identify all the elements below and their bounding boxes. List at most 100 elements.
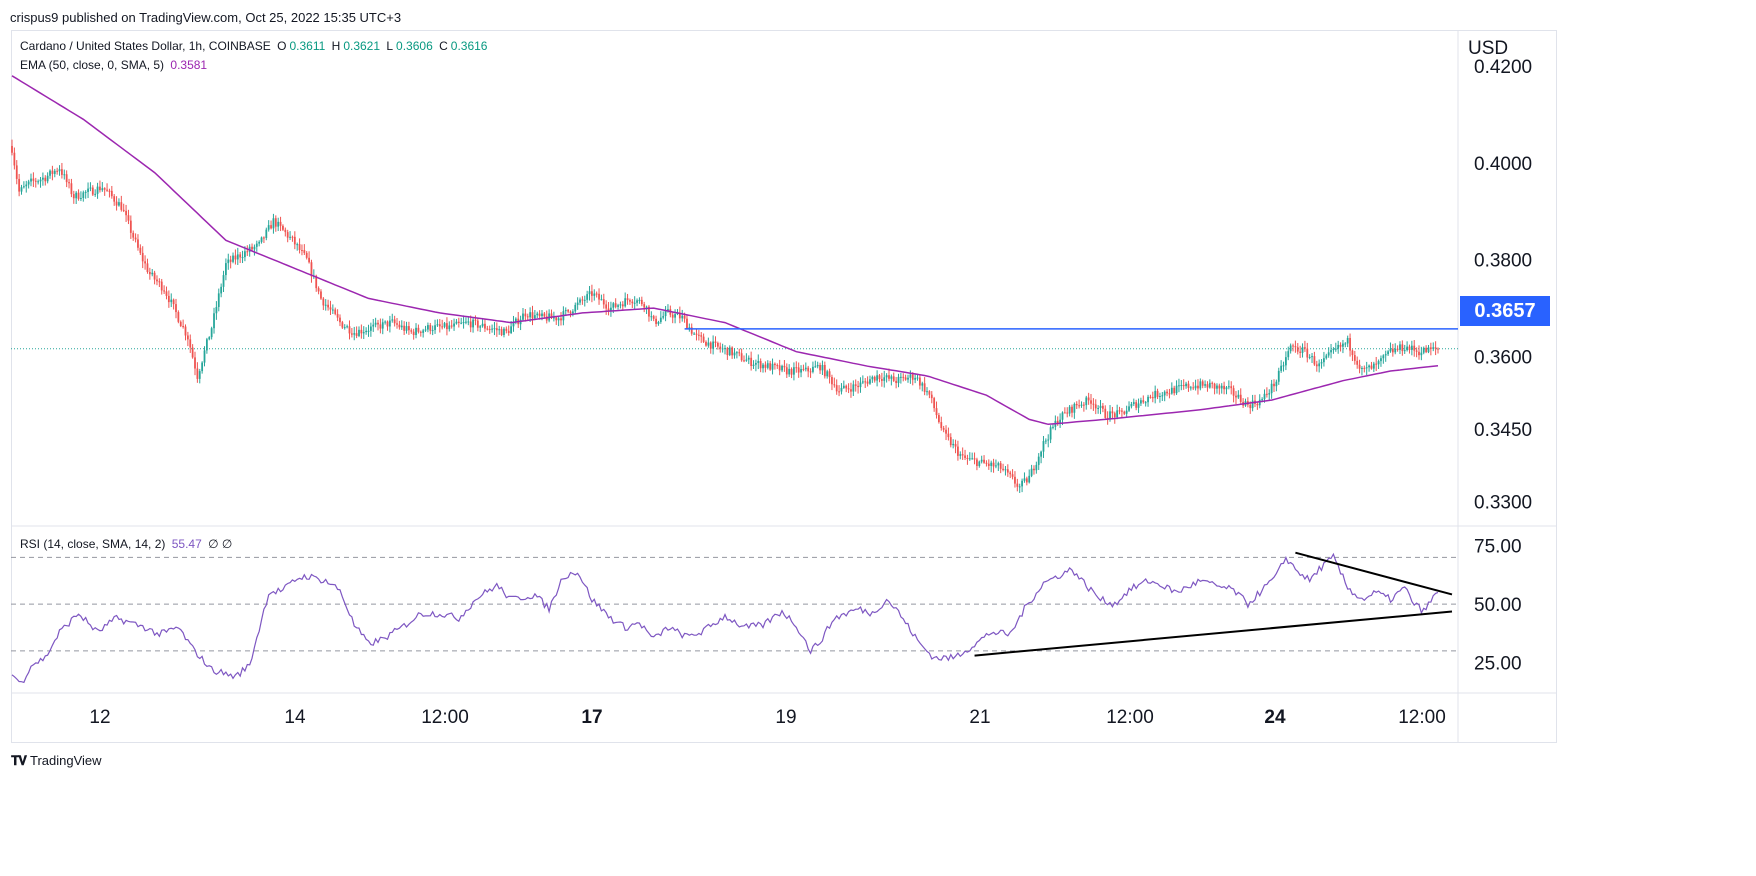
- candle-body: [241, 257, 244, 259]
- candle-body: [1337, 344, 1340, 349]
- candle-body: [560, 318, 562, 321]
- candle-body: [405, 326, 408, 331]
- candle-body: [552, 317, 555, 319]
- candle-body: [776, 365, 779, 367]
- candle-body: [151, 272, 154, 275]
- candle-body: [978, 461, 981, 466]
- candle-body: [612, 303, 615, 308]
- candle-body: [876, 375, 879, 381]
- price-tick-label: 0.4000: [1474, 154, 1532, 175]
- candle-body: [859, 382, 862, 388]
- candle-body: [1132, 402, 1135, 405]
- candle-body: [949, 437, 952, 446]
- main-legend: Cardano / United States Dollar, 1h, COIN…: [20, 39, 490, 53]
- candle-body: [854, 384, 857, 386]
- candle-body: [481, 323, 484, 327]
- candle-body: [731, 347, 734, 356]
- candle-body: [329, 307, 332, 310]
- candle-body: [797, 367, 800, 373]
- candle-body: [99, 186, 101, 191]
- low-label: L: [386, 39, 394, 53]
- candle-body: [1101, 405, 1104, 409]
- candle-body: [1128, 406, 1130, 411]
- candle-body: [1044, 440, 1047, 442]
- candle-body: [94, 193, 97, 195]
- candle-body: [1342, 343, 1344, 347]
- candle-body: [1325, 355, 1328, 359]
- candle-body: [921, 383, 924, 386]
- candle-body: [1437, 348, 1439, 350]
- candle-body: [1232, 388, 1235, 396]
- currency-label[interactable]: USD: [1468, 38, 1509, 59]
- candle-body: [1137, 403, 1140, 408]
- candle-body: [769, 363, 772, 370]
- candle-body: [1306, 348, 1309, 358]
- candle-body: [1151, 397, 1154, 399]
- candle-body: [72, 194, 75, 199]
- candle-body: [990, 462, 993, 466]
- candle-body: [550, 313, 553, 318]
- candle-body: [764, 364, 767, 368]
- rsi-extra: ∅ ∅: [208, 537, 233, 551]
- candle-body: [995, 465, 997, 467]
- candle-body: [897, 376, 900, 384]
- time-tick-label: 24: [1264, 707, 1286, 728]
- candle-body: [1085, 397, 1088, 406]
- candle-body: [576, 302, 579, 305]
- time-tick-label: 19: [775, 707, 796, 728]
- candle-body: [655, 318, 657, 324]
- candle-body: [1023, 478, 1026, 481]
- candle-body: [1363, 367, 1366, 369]
- candle-body: [500, 329, 503, 335]
- candle-body: [1173, 387, 1176, 394]
- candle-body: [757, 360, 760, 364]
- candle-body: [674, 314, 676, 318]
- candle-body: [600, 299, 603, 301]
- ema-label[interactable]: EMA (50, close, 0, SMA, 5): [20, 58, 165, 72]
- candle-body: [1097, 408, 1100, 410]
- candle-body: [305, 252, 308, 258]
- candle-body: [258, 241, 261, 244]
- candle-body: [403, 325, 406, 331]
- candle-body: [251, 246, 253, 250]
- candle-body: [1006, 469, 1009, 473]
- rsi-trendline: [1295, 551, 1453, 596]
- candle-body: [434, 325, 436, 331]
- candle-body: [892, 376, 895, 381]
- candle-body: [705, 341, 707, 346]
- candle-body: [246, 251, 249, 253]
- candle-body: [1042, 441, 1045, 452]
- candle-body: [514, 318, 517, 323]
- candle-body: [930, 394, 933, 399]
- candle-body: [1375, 363, 1378, 365]
- ema-line: [11, 75, 1439, 426]
- candle-body: [125, 210, 127, 216]
- candle-body: [1123, 411, 1126, 414]
- candle-body: [427, 325, 429, 330]
- candle-body: [659, 317, 662, 322]
- symbol-label[interactable]: Cardano / United States Dollar, 1h, COIN…: [20, 39, 271, 53]
- candle-body: [1218, 385, 1221, 389]
- rsi-label[interactable]: RSI (14, close, SMA, 14, 2): [20, 537, 166, 551]
- rsi-tick-label: 50.00: [1474, 595, 1522, 616]
- candle-body: [1223, 385, 1225, 390]
- candle-body: [141, 252, 144, 262]
- candle-body: [53, 170, 56, 174]
- candle-body: [809, 371, 812, 373]
- tradingview-logo[interactable]: 𝐓𝐕 TradingView: [11, 753, 102, 769]
- candle-body: [1161, 395, 1164, 397]
- candle-body: [657, 321, 660, 324]
- candle-body: [1235, 395, 1237, 398]
- candle-body: [415, 327, 417, 336]
- chart-canvas[interactable]: 0.4200 0.4000 0.3800 0.3600 0.3450 0.3300 75.0…: [0, 0, 1568, 782]
- candle-body: [144, 261, 146, 264]
- candle-body: [721, 348, 724, 350]
- candle-body: [1220, 385, 1223, 389]
- candle-body: [189, 339, 192, 348]
- candle-body: [1166, 391, 1168, 394]
- candle-body: [1168, 393, 1171, 395]
- candle-body: [1018, 486, 1021, 488]
- candle-body: [997, 463, 1000, 466]
- candle-body: [170, 299, 173, 303]
- candle-body: [1071, 406, 1073, 413]
